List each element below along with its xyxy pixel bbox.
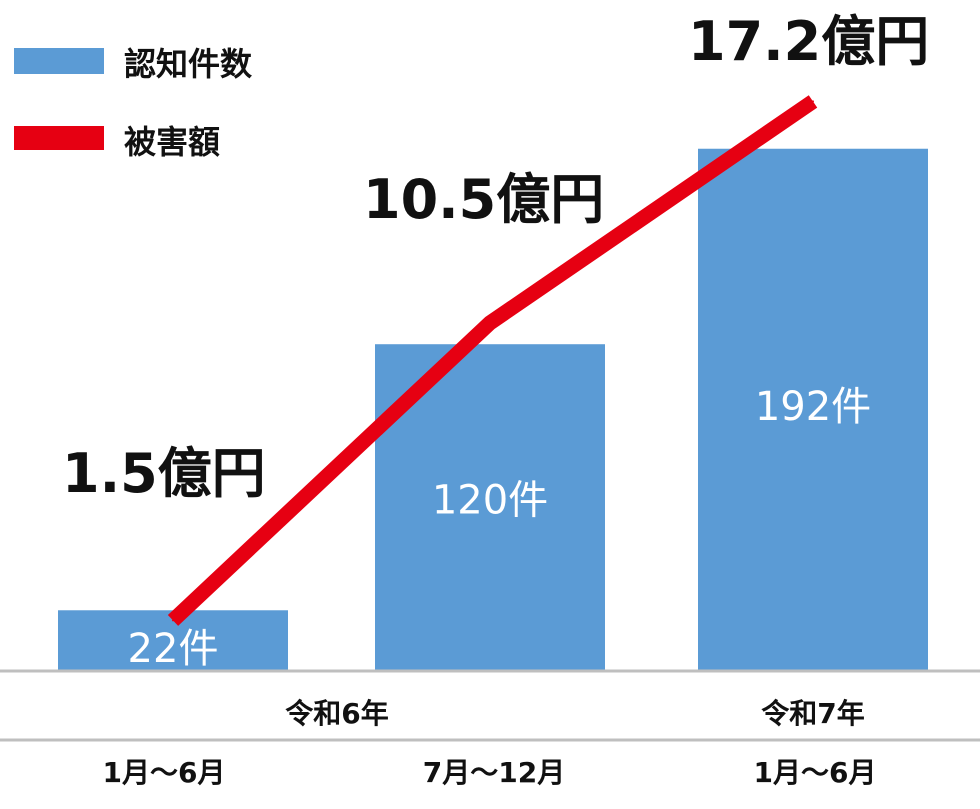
bar-value-label-2: 192件: [755, 384, 871, 430]
group-label-0: 令和6年: [285, 697, 388, 730]
line-value-label-0: 1.5億円: [62, 442, 266, 505]
axis-layer: [0, 669, 980, 742]
bar-2: [698, 148, 928, 671]
line-value-label-1: 10.5億円: [363, 168, 604, 231]
bar-value-label-1: 120件: [432, 478, 548, 524]
bars-layer: 22件 120件 192件: [58, 148, 928, 672]
category-label-1: 7月～12月: [423, 756, 565, 789]
group-label-1: 令和7年: [761, 697, 864, 730]
legend-label-0: 認知件数: [124, 45, 253, 83]
legend-swatch-1: [14, 126, 104, 150]
damage-point-0: [172, 619, 174, 622]
line-value-label-2: 17.2億円: [688, 10, 929, 73]
damage-point-2: [812, 100, 814, 103]
bar-value-label-0: 22件: [128, 626, 219, 672]
damage-point-1: [489, 321, 491, 324]
category-label-0: 1月～6月: [103, 756, 226, 789]
legend-label-1: 被害額: [124, 123, 220, 161]
legend-swatch-0: [14, 48, 104, 74]
category-label-2: 1月～6月: [754, 756, 877, 789]
line-layer: [167, 95, 818, 626]
